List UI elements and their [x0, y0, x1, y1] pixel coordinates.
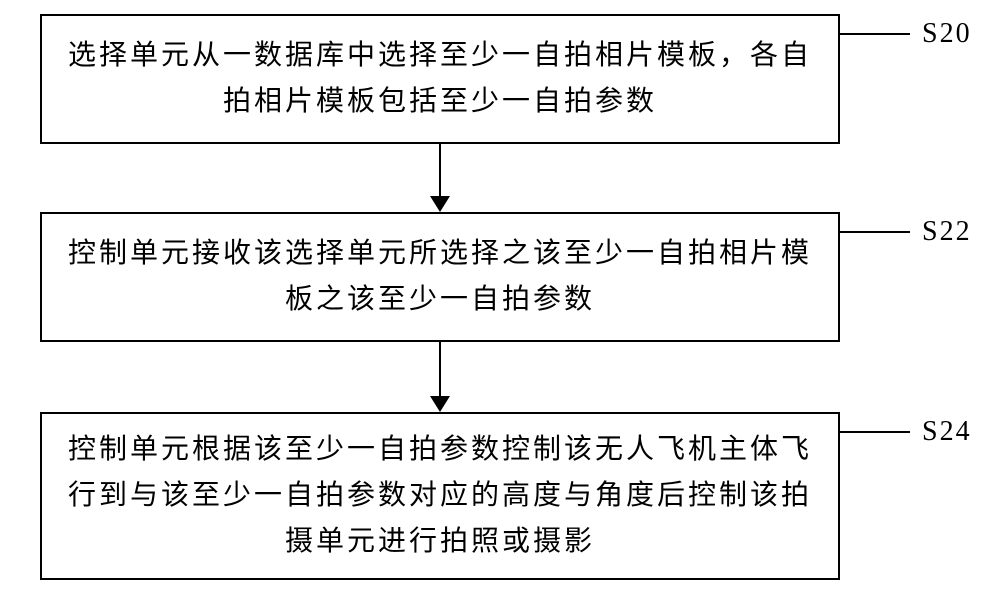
arrow-1-line	[439, 144, 441, 196]
flow-step-3-text: 控制单元根据该至少一自拍参数控制该无人飞机主体飞行到与该至少一自拍参数对应的高度…	[66, 427, 814, 566]
arrow-2-head	[430, 396, 450, 412]
flow-step-2: 控制单元接收该选择单元所选择之该至少一自拍相片模板之该至少一自拍参数	[40, 212, 840, 342]
flow-step-2-text: 控制单元接收该选择单元所选择之该至少一自拍相片模板之该至少一自拍参数	[66, 231, 814, 323]
label-connector-3	[840, 431, 910, 433]
label-connector-1	[840, 33, 910, 35]
arrow-2-line	[439, 342, 441, 396]
flow-step-3-label: S24	[922, 416, 972, 448]
flow-step-1: 选择单元从一数据库中选择至少一自拍相片模板，各自拍相片模板包括至少一自拍参数	[40, 14, 840, 144]
arrow-1-head	[430, 196, 450, 212]
flow-step-3: 控制单元根据该至少一自拍参数控制该无人飞机主体飞行到与该至少一自拍参数对应的高度…	[40, 412, 840, 580]
flowchart-container: 选择单元从一数据库中选择至少一自拍相片模板，各自拍相片模板包括至少一自拍参数 S…	[0, 0, 1000, 596]
flow-step-2-label: S22	[922, 216, 972, 248]
label-connector-2	[840, 231, 910, 233]
flow-step-1-text: 选择单元从一数据库中选择至少一自拍相片模板，各自拍相片模板包括至少一自拍参数	[66, 33, 814, 125]
flow-step-1-label: S20	[922, 18, 972, 50]
